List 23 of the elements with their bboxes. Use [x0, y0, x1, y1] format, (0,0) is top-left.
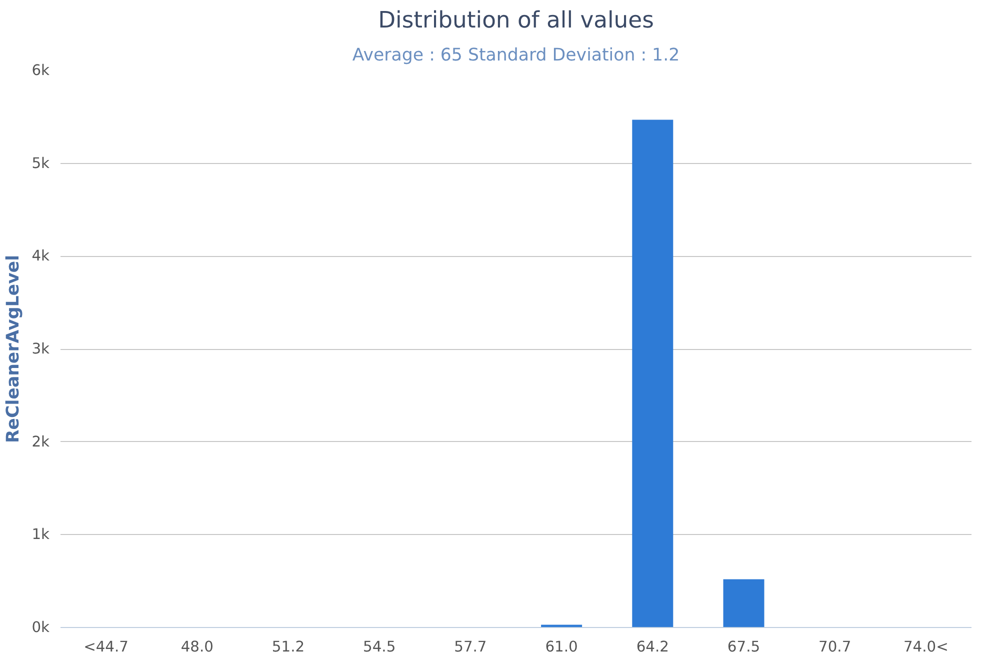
x-tick-label: 54.5	[363, 638, 396, 656]
chart-subtitle: Average : 65 Standard Deviation : 1.2	[352, 46, 680, 66]
y-tick-label: 6k	[32, 62, 50, 79]
y-tick-label: 3k	[32, 340, 50, 358]
x-tick-label: 57.7	[454, 638, 487, 656]
x-tick-label: <44.7	[84, 638, 129, 656]
bar	[541, 624, 582, 628]
y-tick-label: 2k	[32, 433, 50, 450]
bar	[723, 579, 764, 628]
y-tick-label: 5k	[32, 154, 50, 172]
chart-title: Distribution of all values	[378, 8, 654, 34]
x-tick-label: 70.7	[818, 638, 852, 656]
y-tick-label: 4k	[32, 248, 50, 265]
y-axis-title: ReCleanerAvgLevel	[4, 254, 24, 444]
x-tick-label: 67.5	[727, 638, 760, 656]
y-tick-label: 1k	[32, 526, 50, 544]
bar	[632, 120, 674, 628]
y-tick-label: 0k	[32, 619, 50, 636]
x-tick-label: 51.2	[272, 638, 305, 656]
x-tick-label: 61.0	[545, 638, 578, 656]
x-tick-label: 48.0	[180, 638, 214, 656]
x-tick-label: 74.0<	[903, 638, 948, 656]
x-tick-label: 64.2	[636, 638, 669, 656]
